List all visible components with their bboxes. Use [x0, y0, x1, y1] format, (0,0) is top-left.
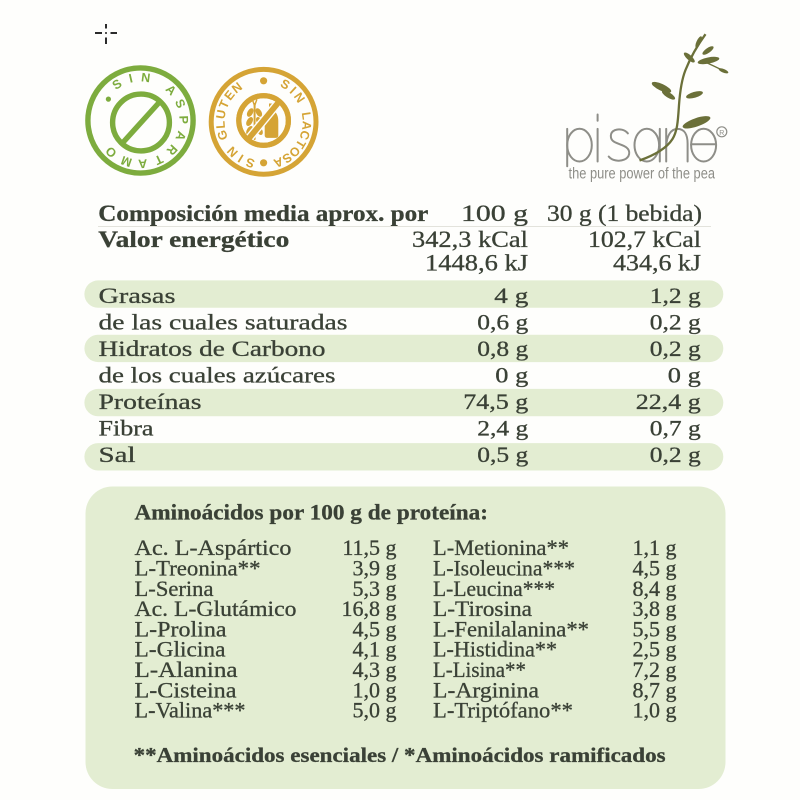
svg-text:5,0 g: 5,0 g	[353, 698, 397, 723]
svg-text:A: A	[272, 154, 285, 170]
svg-text:L-Tirosina: L-Tirosina	[433, 596, 532, 621]
svg-text:30 g (1 bebida): 30 g (1 bebida)	[547, 201, 702, 226]
svg-text:1,1 g: 1,1 g	[633, 535, 677, 560]
svg-text:de los cuales azúcares: de los cuales azúcares	[99, 362, 336, 387]
svg-text:3,8 g: 3,8 g	[633, 596, 677, 621]
svg-text:100 g: 100 g	[461, 201, 529, 226]
svg-text:Sal: Sal	[99, 442, 136, 467]
svg-text:102,7 kCal: 102,7 kCal	[588, 227, 701, 252]
svg-text:N: N	[140, 70, 151, 85]
svg-text:L-Alanina: L-Alanina	[135, 657, 238, 682]
svg-text:I: I	[236, 151, 246, 165]
svg-text:L-Histidina**: L-Histidina**	[433, 637, 557, 662]
svg-text:T: T	[152, 152, 165, 168]
svg-text:4,5 g: 4,5 g	[353, 616, 397, 641]
svg-text:0,5 g: 0,5 g	[477, 442, 528, 467]
svg-text:0,7 g: 0,7 g	[650, 415, 701, 440]
svg-text:2,5 g: 2,5 g	[633, 637, 677, 662]
svg-text:L-Prolina: L-Prolina	[135, 616, 227, 641]
svg-text:de las cuales saturadas: de las cuales saturadas	[99, 309, 348, 334]
svg-text:L-Metionina**: L-Metionina**	[433, 535, 569, 560]
svg-text:L-Fenilalanina**: L-Fenilalanina**	[433, 616, 589, 641]
svg-text:0,8 g: 0,8 g	[477, 336, 528, 361]
svg-text:L-Lisina**: L-Lisina**	[433, 657, 526, 682]
svg-text:3,9 g: 3,9 g	[353, 556, 397, 581]
svg-text:4,1 g: 4,1 g	[353, 637, 397, 662]
svg-text:L-Valina***: L-Valina***	[135, 698, 246, 723]
svg-text:Composición media aprox. por: Composición media aprox. por	[98, 201, 428, 226]
svg-text:Hidratos de Carbono: Hidratos de Carbono	[99, 336, 326, 361]
svg-text:**Aminoácidos esenciales / *Am: **Aminoácidos esenciales / *Aminoácidos …	[134, 743, 666, 767]
svg-text:S: S	[244, 155, 256, 171]
svg-text:7,2 g: 7,2 g	[633, 657, 677, 682]
svg-text:8,7 g: 8,7 g	[633, 677, 677, 702]
svg-text:Fibra: Fibra	[99, 415, 154, 440]
svg-text:5,3 g: 5,3 g	[353, 576, 397, 601]
svg-text:16,8 g: 16,8 g	[342, 596, 397, 621]
svg-text:Aminoácidos por 100 g de prote: Aminoácidos por 100 g de proteína:	[135, 500, 489, 525]
svg-text:Ac. L-Glutámico: Ac. L-Glutámico	[135, 596, 297, 621]
svg-text:A: A	[172, 129, 188, 142]
svg-text:Ac. L-Aspártico: Ac. L-Aspártico	[135, 535, 292, 560]
svg-text:L-Serina: L-Serina	[135, 576, 214, 601]
svg-text:N: N	[291, 90, 308, 105]
svg-text:G: G	[215, 128, 231, 142]
svg-text:0 g: 0 g	[668, 362, 701, 387]
svg-text:L-Isoleucina***: L-Isoleucina***	[433, 556, 575, 581]
svg-text:C: C	[296, 129, 312, 142]
svg-text:L-Treonina**: L-Treonina**	[135, 556, 261, 581]
svg-text:74,5 g: 74,5 g	[463, 389, 528, 414]
svg-text:L: L	[213, 120, 228, 129]
svg-text:S: S	[172, 97, 188, 110]
svg-text:0,6 g: 0,6 g	[477, 309, 528, 334]
svg-text:A: A	[138, 156, 148, 170]
svg-text:L-Triptófano**: L-Triptófano**	[433, 698, 573, 723]
svg-text:4,3 g: 4,3 g	[353, 657, 397, 682]
svg-text:L-Glicina: L-Glicina	[135, 637, 226, 662]
svg-text:Valor energético: Valor energético	[98, 227, 289, 252]
svg-text:4 g: 4 g	[494, 283, 528, 308]
svg-text:342,3 kCal: 342,3 kCal	[412, 227, 528, 252]
svg-text:L: L	[299, 111, 314, 121]
svg-text:A: A	[299, 120, 314, 130]
svg-text:0,2 g: 0,2 g	[650, 442, 701, 467]
svg-text:1,2 g: 1,2 g	[650, 283, 701, 308]
svg-text:1,0 g: 1,0 g	[633, 698, 677, 723]
svg-text:1448,6 kJ: 1448,6 kJ	[425, 251, 528, 276]
svg-text:0,2 g: 0,2 g	[650, 336, 701, 361]
svg-text:the pure power of the pea: the pure power of the pea	[569, 165, 716, 182]
svg-text:22,4 g: 22,4 g	[636, 389, 701, 414]
svg-text:R: R	[719, 130, 724, 137]
svg-text:Grasas: Grasas	[99, 283, 176, 308]
svg-text:L-Cisteina: L-Cisteina	[135, 677, 237, 702]
svg-text:P: P	[176, 115, 190, 124]
svg-text:M: M	[119, 153, 133, 170]
svg-text:0 g: 0 g	[495, 362, 528, 387]
svg-text:8,4 g: 8,4 g	[633, 576, 677, 601]
svg-text:11,5 g: 11,5 g	[342, 535, 396, 560]
svg-text:5,5 g: 5,5 g	[633, 616, 677, 641]
svg-text:1,0 g: 1,0 g	[353, 677, 397, 702]
svg-text:Proteínas: Proteínas	[99, 389, 202, 414]
svg-text:0,2 g: 0,2 g	[650, 309, 701, 334]
svg-text:2,4 g: 2,4 g	[477, 415, 528, 440]
svg-text:L-Arginina: L-Arginina	[433, 677, 539, 702]
svg-text:I: I	[128, 71, 135, 85]
svg-text:L-Leucina***: L-Leucina***	[433, 576, 555, 601]
svg-text:4,5 g: 4,5 g	[633, 556, 677, 581]
svg-text:U: U	[214, 109, 229, 120]
svg-text:434,6 kJ: 434,6 kJ	[613, 251, 701, 276]
svg-text:S: S	[110, 76, 125, 92]
